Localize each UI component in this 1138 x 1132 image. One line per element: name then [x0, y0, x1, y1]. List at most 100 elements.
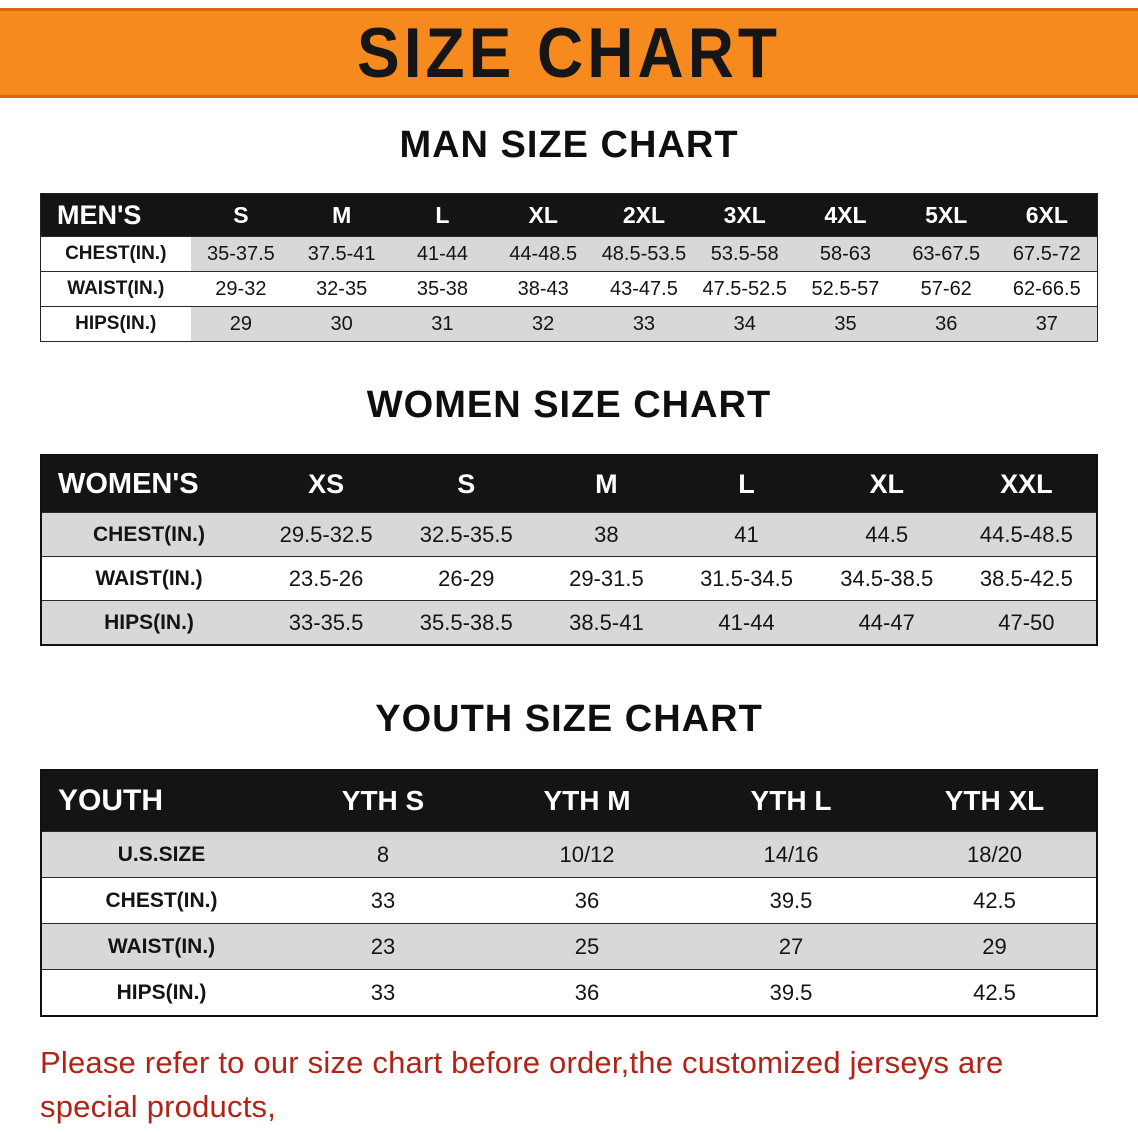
size-value-cell: 53.5-58 — [694, 236, 796, 272]
table-row: HIPS(IN.) 33-35.5 35.5-38.5 38.5-41 41-4… — [41, 600, 1097, 646]
women-table-title: WOMEN'S — [41, 455, 256, 513]
size-column-header: M — [291, 193, 393, 237]
size-column-header: S — [396, 455, 537, 513]
size-column-header: L — [392, 193, 493, 237]
size-value-cell: 35 — [795, 306, 896, 342]
men-table-title: MEN'S — [40, 193, 191, 237]
size-value-cell: 58-63 — [795, 236, 896, 272]
size-value-cell: 48.5-53.5 — [593, 236, 695, 272]
size-value-cell: 38-43 — [492, 271, 594, 307]
size-column-header: YTH M — [485, 770, 689, 832]
size-value-cell: 30 — [291, 306, 393, 342]
size-value-cell: 44-47 — [816, 600, 957, 646]
size-value-cell: 31.5-34.5 — [676, 556, 817, 601]
youth-size-table: YOUTH YTH S YTH M YTH L YTH XL U.S.SIZE … — [40, 769, 1098, 1017]
size-value-cell: 38.5-42.5 — [956, 556, 1097, 601]
size-value-cell: 37 — [996, 306, 1098, 342]
size-value-cell: 42.5 — [893, 877, 1097, 924]
row-label: CHEST(IN.) — [41, 877, 281, 924]
table-row: CHEST(IN.) 33 36 39.5 42.5 — [41, 877, 1097, 924]
size-column-header: YTH L — [689, 770, 893, 832]
size-value-cell: 36 — [485, 969, 689, 1017]
footer-disclaimer: Please refer to our size chart before or… — [40, 1041, 1098, 1132]
size-value-cell: 18/20 — [893, 831, 1097, 878]
size-column-header: 3XL — [694, 193, 796, 237]
table-row: HIPS(IN.) 33 36 39.5 42.5 — [41, 969, 1097, 1017]
size-value-cell: 62-66.5 — [996, 271, 1098, 307]
size-value-cell: 34 — [694, 306, 796, 342]
size-value-cell: 67.5-72 — [996, 236, 1098, 272]
size-column-header: XS — [256, 455, 397, 513]
size-value-cell: 14/16 — [689, 831, 893, 878]
size-value-cell: 33 — [281, 969, 485, 1017]
size-value-cell: 37.5-41 — [291, 236, 393, 272]
size-value-cell: 29 — [893, 923, 1097, 970]
size-value-cell: 32.5-35.5 — [396, 512, 537, 557]
banner: SIZE CHART — [0, 8, 1138, 98]
size-value-cell: 8 — [281, 831, 485, 878]
size-value-cell: 63-67.5 — [895, 236, 997, 272]
size-value-cell: 34.5-38.5 — [816, 556, 957, 601]
size-value-cell: 43-47.5 — [593, 271, 695, 307]
size-column-header: S — [190, 193, 292, 237]
size-column-header: XL — [492, 193, 594, 237]
size-value-cell: 41-44 — [392, 236, 493, 272]
size-value-cell: 44-48.5 — [492, 236, 594, 272]
size-value-cell: 38 — [536, 512, 677, 557]
size-column-header: 4XL — [795, 193, 896, 237]
size-value-cell: 25 — [485, 923, 689, 970]
row-label: HIPS(IN.) — [40, 306, 191, 342]
table-row: HIPS(IN.) 29 30 31 32 33 34 35 36 37 — [40, 306, 1098, 342]
size-column-header: L — [676, 455, 817, 513]
row-label: WAIST(IN.) — [41, 923, 281, 970]
row-label: WAIST(IN.) — [41, 556, 256, 601]
table-row: CHEST(IN.) 35-37.5 37.5-41 41-44 44-48.5… — [40, 236, 1098, 272]
size-value-cell: 38.5-41 — [536, 600, 677, 646]
size-value-cell: 23 — [281, 923, 485, 970]
size-value-cell: 41-44 — [676, 600, 817, 646]
men-section-heading: MAN SIZE CHART — [399, 124, 739, 166]
size-value-cell: 33 — [593, 306, 695, 342]
size-column-header: XL — [816, 455, 957, 513]
page-title: SIZE CHART — [357, 13, 781, 93]
size-value-cell: 36 — [485, 877, 689, 924]
size-value-cell: 39.5 — [689, 969, 893, 1017]
size-value-cell: 29.5-32.5 — [256, 512, 397, 557]
size-value-cell: 39.5 — [689, 877, 893, 924]
size-value-cell: 44.5 — [816, 512, 957, 557]
men-size-table: MEN'S S M L XL 2XL 3XL 4XL 5XL 6XL CHEST… — [40, 193, 1098, 342]
size-value-cell: 42.5 — [893, 969, 1097, 1017]
size-value-cell: 32-35 — [291, 271, 393, 307]
women-header-row: WOMEN'S XS S M L XL XXL — [41, 455, 1097, 513]
size-value-cell: 29 — [190, 306, 292, 342]
size-value-cell: 41 — [676, 512, 817, 557]
table-row: U.S.SIZE 8 10/12 14/16 18/20 — [41, 831, 1097, 878]
size-column-header: YTH S — [281, 770, 485, 832]
table-row: WAIST(IN.) 23.5-26 26-29 29-31.5 31.5-34… — [41, 556, 1097, 601]
men-header-row: MEN'S S M L XL 2XL 3XL 4XL 5XL 6XL — [40, 193, 1098, 237]
row-label: HIPS(IN.) — [41, 969, 281, 1017]
size-value-cell: 47.5-52.5 — [694, 271, 796, 307]
size-value-cell: 35-37.5 — [190, 236, 292, 272]
row-label: CHEST(IN.) — [40, 236, 191, 272]
size-value-cell: 29-31.5 — [536, 556, 677, 601]
table-row: WAIST(IN.) 29-32 32-35 35-38 38-43 43-47… — [40, 271, 1098, 307]
size-column-header: M — [536, 455, 677, 513]
size-value-cell: 27 — [689, 923, 893, 970]
size-value-cell: 57-62 — [895, 271, 997, 307]
youth-table-title: YOUTH — [41, 770, 281, 832]
table-row: WAIST(IN.) 23 25 27 29 — [41, 923, 1097, 970]
row-label: CHEST(IN.) — [41, 512, 256, 557]
size-column-header: XXL — [956, 455, 1097, 513]
size-column-header: 5XL — [895, 193, 997, 237]
row-label: HIPS(IN.) — [41, 600, 256, 646]
footer-line-1: Please refer to our size chart before or… — [40, 1045, 1004, 1125]
size-value-cell: 29-32 — [190, 271, 292, 307]
size-value-cell: 26-29 — [396, 556, 537, 601]
size-value-cell: 47-50 — [956, 600, 1097, 646]
size-value-cell: 33-35.5 — [256, 600, 397, 646]
size-value-cell: 35-38 — [392, 271, 493, 307]
size-column-header: 2XL — [593, 193, 695, 237]
size-value-cell: 33 — [281, 877, 485, 924]
